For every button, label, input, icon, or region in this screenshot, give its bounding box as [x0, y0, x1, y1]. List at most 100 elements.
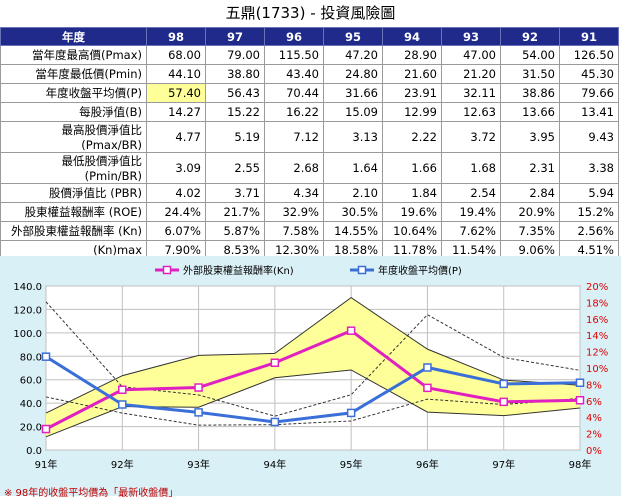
table-row: 當年度最高價(Pmax) 68.00 79.00 115.50 47.20 28.90 47… — [0, 45, 619, 65]
risk-chart: 0.0 20.0 40.0 60.0 80.0 100.0 120.0 140.0 0% 2% 4%… — [13, 264, 608, 471]
row-label: 最高股價淨值比 (Pmax/BR) — [0, 121, 147, 153]
table-cell: 15.2% — [559, 202, 619, 222]
table-cell: 7.35% — [500, 221, 560, 241]
header-year: 95 — [323, 27, 383, 46]
table-cell: 14.55% — [323, 221, 383, 241]
header-year: 97 — [205, 27, 265, 46]
data-point — [118, 385, 127, 394]
footnote: ※ 98年的收盤平均價為「最新收盤價」 — [4, 488, 179, 499]
table-cell: 4.34 — [264, 183, 324, 203]
right-tick-label: 2% — [586, 430, 602, 441]
table-cell: 21.7% — [205, 202, 265, 222]
table-cell: 3.13 — [323, 121, 383, 153]
data-point — [270, 358, 280, 368]
table-cell: 14.27 — [146, 102, 206, 122]
table-cell: 21.20 — [441, 64, 501, 84]
table-cell: 1.68 — [441, 152, 501, 184]
table-row: 最高股價淨值比 (Pmax/BR) 4.77 5.19 7.12 3.13 2.22 3.7… — [0, 121, 619, 153]
right-tick-label: 12% — [586, 348, 608, 359]
row-label: 外部股東權益報酬率 (Kn) — [0, 221, 147, 241]
kn-max-line — [45, 297, 581, 414]
table-row: (Kn)max 7.90% 8.53% 12.30% 18.58% 11.78% 11.54… — [0, 240, 619, 260]
right-tick-label: 0% — [586, 446, 602, 457]
table-cell: 21.60 — [382, 64, 442, 84]
legend-label: 年度收盤平均價(P) — [378, 264, 462, 277]
table-cell: 16.22 — [264, 102, 324, 122]
table-cell: 3.71 — [205, 183, 265, 203]
table-cell: 19.6% — [382, 202, 442, 222]
right-tick-label: 18% — [586, 298, 608, 309]
table-body: 當年度最高價(Pmax) 68.00 79.00 115.50 47.20 28.90 47… — [0, 45, 619, 279]
table-cell: 19.4% — [441, 202, 501, 222]
table-cell: 12.99 — [382, 102, 442, 122]
data-point — [41, 352, 51, 361]
table-cell: 2.68 — [264, 152, 324, 184]
x-tick-label: 94年 — [263, 458, 286, 471]
table-cell: 44.10 — [146, 64, 206, 84]
data-point — [270, 417, 280, 427]
data-point — [423, 383, 432, 393]
table-cell: 5.87% — [205, 221, 265, 241]
table-cell: 32.11 — [441, 83, 501, 103]
legend-swatch-marker — [357, 265, 367, 275]
table-cell: 2.84 — [500, 183, 560, 203]
table-cell: 38.80 — [205, 64, 265, 84]
table-cell: 2.22 — [382, 121, 442, 153]
data-point — [346, 408, 356, 418]
table-cell: 47.20 — [323, 45, 383, 65]
table-cell: 3.09 — [146, 152, 206, 184]
table-cell: 4.51% — [559, 240, 619, 260]
header-year: 91 — [559, 27, 619, 46]
left-tick-label: 40.0 — [20, 399, 42, 410]
table-cell: 2.31 — [500, 152, 560, 184]
table-cell: 4.02 — [146, 183, 206, 203]
data-point — [118, 400, 127, 409]
page-title: 五鼎(1733) - 投資風險圖 — [225, 4, 396, 22]
row-label: 當年度最高價(Pmax) — [0, 45, 147, 65]
risk-data-table: 年度 98 97 96 95 94 93 92 91 當年度最高價(Pmax) 68.00 79.… — [0, 27, 619, 279]
table-cell: 12.63 — [441, 102, 501, 122]
table-cell: 20.9% — [500, 202, 560, 222]
x-tick-label: 98年 — [569, 458, 592, 471]
table-cell: 3.38 — [559, 152, 619, 184]
table-cell: 31.50 — [500, 64, 560, 84]
header-year: 98 — [146, 27, 206, 46]
table-cell: 70.44 — [264, 83, 324, 103]
table-cell: 5.94 — [559, 183, 619, 203]
right-tick-label: 16% — [586, 315, 608, 326]
data-point — [194, 383, 203, 392]
data-point — [41, 424, 51, 434]
table-cell: 56.43 — [205, 83, 265, 103]
x-tick-label: 93年 — [187, 458, 210, 471]
row-label: 股價淨值比 (PBR) — [0, 183, 147, 203]
table-cell: 79.66 — [559, 83, 619, 103]
table-cell: 2.54 — [441, 183, 501, 203]
kn-range-band — [46, 297, 580, 437]
table-row: 最低股價淨值比 (Pmin/BR) 3.09 2.55 2.68 1.64 1.66 1.6… — [0, 152, 619, 184]
right-tick-label: 8% — [586, 380, 602, 391]
table-cell: 7.62% — [441, 221, 501, 241]
table-cell: 6.07% — [146, 221, 206, 241]
table-row: 外部股東權益報酬率 (Kn) 6.07% 5.87% 7.58% 14.55% 10.64… — [0, 221, 619, 241]
data-point — [499, 397, 508, 407]
data-point — [346, 326, 356, 335]
table-cell: 24.4% — [146, 202, 206, 222]
left-tick-label: 100.0 — [13, 329, 42, 340]
row-label: 每股淨值(B) — [0, 102, 147, 122]
table-cell: 3.95 — [500, 121, 560, 153]
table-cell: 4.77 — [146, 121, 206, 153]
series-line-0 — [45, 328, 581, 431]
table-cell: 126.50 — [559, 45, 619, 65]
data-point — [194, 408, 203, 417]
left-tick-label: 140.0 — [13, 282, 42, 293]
right-tick-label: 6% — [586, 397, 602, 408]
table-cell: 31.66 — [323, 83, 383, 103]
table-cell: 9.43 — [559, 121, 619, 153]
data-point — [575, 395, 585, 405]
table-cell: 15.22 — [205, 102, 265, 122]
table-cell: 10.64% — [382, 221, 442, 241]
table-cell: 24.80 — [323, 64, 383, 84]
table-row: 當年度最低價(Pmin) 44.10 38.80 43.40 24.80 21.60 21.… — [0, 64, 619, 84]
table-cell: 1.64 — [323, 152, 383, 184]
table-cell: 68.00 — [146, 45, 206, 65]
